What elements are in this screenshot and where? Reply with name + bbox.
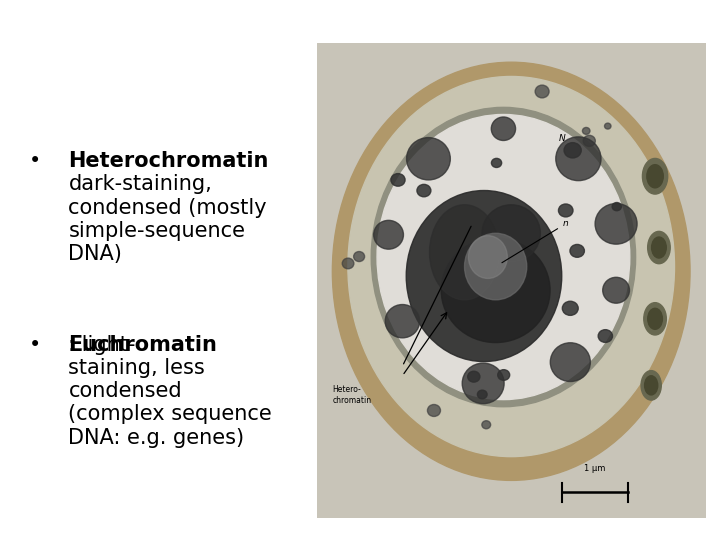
Text: 1 μm: 1 μm: [584, 464, 606, 473]
Ellipse shape: [468, 371, 480, 382]
Ellipse shape: [430, 205, 500, 300]
Ellipse shape: [582, 127, 590, 134]
Ellipse shape: [644, 376, 658, 395]
Ellipse shape: [377, 114, 630, 400]
Ellipse shape: [428, 404, 441, 416]
Ellipse shape: [603, 278, 629, 303]
Ellipse shape: [406, 191, 562, 362]
Text: : light-
staining, less
condensed
(complex sequence
DNA: e.g. genes): : light- staining, less condensed (compl…: [68, 335, 272, 448]
Ellipse shape: [498, 370, 510, 380]
Ellipse shape: [598, 329, 613, 342]
Ellipse shape: [462, 363, 504, 404]
Ellipse shape: [652, 237, 666, 258]
Ellipse shape: [407, 138, 450, 180]
Ellipse shape: [417, 184, 431, 197]
Text: •: •: [29, 151, 41, 171]
Ellipse shape: [482, 205, 540, 262]
Ellipse shape: [644, 302, 666, 335]
Ellipse shape: [648, 231, 670, 264]
Ellipse shape: [372, 107, 636, 407]
Text: :
dark-staining,
condensed (mostly
simple-sequence
DNA): : dark-staining, condensed (mostly simpl…: [68, 151, 267, 264]
Ellipse shape: [464, 233, 527, 300]
Ellipse shape: [385, 305, 420, 338]
Ellipse shape: [550, 343, 590, 382]
Ellipse shape: [469, 235, 508, 279]
Ellipse shape: [612, 202, 621, 211]
Ellipse shape: [647, 165, 663, 188]
Ellipse shape: [482, 421, 490, 429]
Ellipse shape: [648, 308, 662, 329]
Ellipse shape: [642, 158, 667, 194]
Ellipse shape: [477, 390, 487, 399]
Ellipse shape: [570, 245, 585, 257]
Ellipse shape: [354, 252, 364, 261]
Ellipse shape: [333, 62, 690, 481]
Ellipse shape: [391, 173, 405, 186]
Ellipse shape: [605, 123, 611, 129]
Ellipse shape: [559, 204, 573, 217]
Ellipse shape: [535, 85, 549, 98]
Polygon shape: [317, 43, 706, 518]
Ellipse shape: [491, 117, 516, 140]
Ellipse shape: [348, 77, 675, 457]
Ellipse shape: [556, 137, 601, 181]
Ellipse shape: [342, 258, 354, 269]
Ellipse shape: [641, 370, 661, 400]
Text: Euchromatin: Euchromatin: [68, 335, 217, 355]
Text: N: N: [559, 134, 565, 143]
Text: Heterochromatin: Heterochromatin: [68, 151, 269, 171]
Ellipse shape: [441, 238, 550, 342]
Text: •: •: [29, 335, 41, 355]
Text: Hetero-
chromatin: Hetero- chromatin: [333, 386, 372, 405]
Ellipse shape: [492, 158, 502, 167]
Ellipse shape: [564, 143, 581, 158]
Ellipse shape: [583, 136, 595, 146]
Text: n: n: [502, 219, 569, 263]
Ellipse shape: [374, 220, 403, 249]
Ellipse shape: [595, 204, 637, 244]
Ellipse shape: [562, 301, 578, 315]
